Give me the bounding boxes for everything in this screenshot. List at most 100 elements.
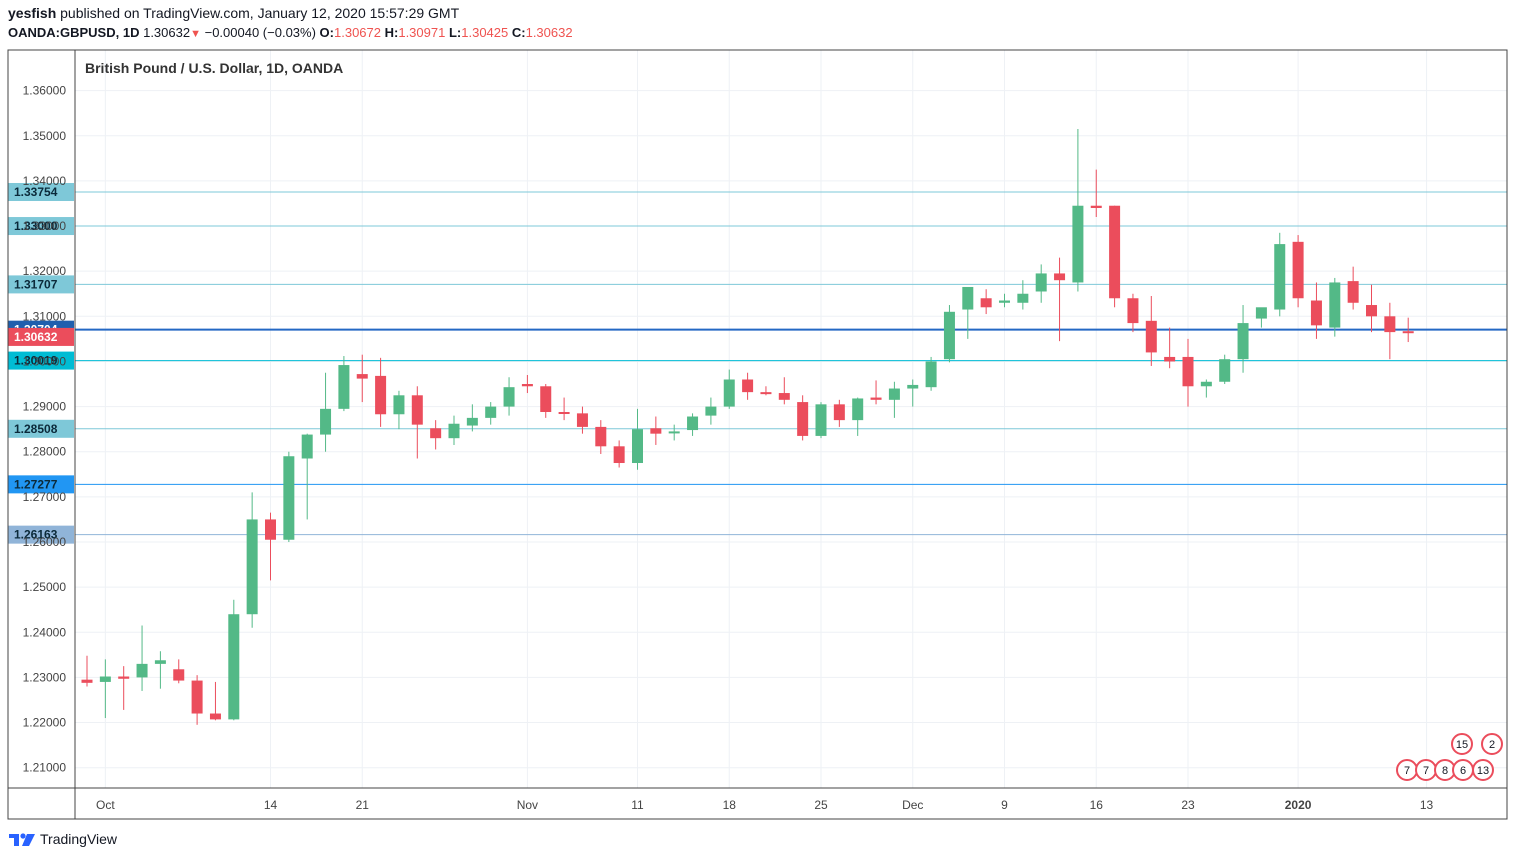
publish-info: yesfish published on TradingView.com, Ja…	[8, 5, 459, 21]
candle	[356, 354, 368, 403]
open-value: 1.30672	[334, 25, 381, 40]
x-tick-label: 13	[1420, 798, 1434, 812]
candle	[815, 402, 827, 439]
open-label: O:	[319, 25, 334, 40]
low-label: L:	[448, 25, 462, 40]
y-tick-label: 1.35000	[23, 129, 67, 143]
published-text: published on TradingView.com, January 12…	[60, 5, 460, 21]
y-tick-label: 1.23000	[23, 670, 67, 684]
author-name[interactable]: yesfish	[8, 5, 57, 21]
price-level-tag: 1.28508	[8, 419, 74, 438]
candle	[1072, 128, 1084, 292]
svg-text:2: 2	[1489, 739, 1495, 751]
price-level-tag: 1.26163	[8, 525, 74, 544]
x-tick-label: 16	[1090, 798, 1104, 812]
high-label: H:	[384, 25, 399, 40]
y-tick-label: 1.33000	[23, 219, 67, 233]
event-badge[interactable]: 2	[1481, 733, 1503, 755]
event-badge[interactable]: 7	[1396, 759, 1418, 781]
x-tick-label: 25	[814, 798, 828, 812]
candle	[705, 397, 717, 425]
price-change: −0.00040 (−0.03%)	[204, 25, 316, 40]
last-price-tag: 1.30632	[8, 327, 74, 346]
candle	[136, 625, 148, 691]
candle	[613, 440, 625, 468]
svg-text:1.33000: 1.33000	[14, 219, 58, 233]
candle	[228, 599, 240, 721]
price-level-tag: 1.27277	[8, 475, 74, 494]
y-tick-label: 1.34000	[23, 174, 67, 188]
candle	[576, 406, 588, 434]
candle	[81, 655, 93, 687]
candle	[1292, 235, 1304, 308]
candle	[1329, 277, 1341, 337]
candle	[466, 404, 478, 432]
candle	[485, 402, 497, 425]
x-tick-label: 9	[1001, 798, 1008, 812]
close-value: 1.30632	[525, 25, 573, 40]
y-tick-label: 1.22000	[23, 716, 67, 730]
x-tick-label: 2020	[1285, 798, 1312, 812]
candle	[265, 512, 276, 581]
candle	[1384, 302, 1396, 360]
chart-title: British Pound / U.S. Dollar, 1D, OANDA	[85, 60, 343, 76]
candle	[668, 424, 680, 441]
svg-text:1.31707: 1.31707	[14, 277, 58, 291]
candle	[411, 386, 423, 459]
y-tick-label: 1.24000	[23, 625, 67, 639]
chart-frame	[7, 49, 1508, 820]
candle	[1127, 293, 1139, 333]
candle	[723, 369, 735, 409]
x-tick-label: 21	[356, 798, 370, 812]
horizontal-levels: 1.33754 1.33000 1.31707 1.30019 1.28508 1.272…	[8, 183, 1507, 544]
svg-text:1.28508: 1.28508	[14, 422, 58, 436]
x-tick-label: Oct	[96, 798, 115, 812]
svg-text:1.30019: 1.30019	[14, 354, 58, 368]
grid	[75, 50, 1507, 788]
candle	[852, 397, 864, 436]
candle	[1347, 266, 1359, 310]
svg-text:6: 6	[1460, 765, 1466, 777]
candle	[430, 420, 442, 450]
candle	[173, 659, 185, 684]
x-tick-label: Dec	[902, 798, 923, 812]
x-tick-label: 11	[631, 798, 644, 812]
candle	[925, 356, 937, 391]
x-tick-label: Nov	[517, 798, 538, 812]
y-tick-label: 1.27000	[23, 490, 67, 504]
y-tick-label: 1.21000	[23, 761, 67, 775]
price-level-tag: 1.33754	[8, 183, 74, 202]
svg-text:1.26163: 1.26163	[14, 528, 58, 542]
candle	[246, 492, 258, 628]
candle	[1219, 354, 1231, 385]
low-value: 1.30425	[461, 25, 509, 40]
event-badge[interactable]: 7	[1415, 759, 1437, 781]
candle	[521, 374, 533, 394]
symbol-info-line: OANDA:GBPUSD, 1D 1.30632▼ −0.00040 (−0.0…	[8, 25, 573, 40]
candle	[797, 395, 809, 441]
candle	[742, 372, 754, 400]
candle	[1366, 284, 1377, 333]
event-badge[interactable]: 13	[1472, 759, 1494, 781]
candle	[1054, 257, 1066, 342]
svg-text:1.30632: 1.30632	[14, 330, 58, 344]
event-badge[interactable]: 15	[1451, 733, 1473, 755]
svg-text:1.27277: 1.27277	[14, 477, 58, 491]
symbol-name[interactable]: OANDA:GBPUSD, 1D	[8, 25, 140, 40]
candle	[687, 413, 699, 436]
candle	[1017, 280, 1029, 310]
candle	[301, 433, 313, 520]
brand-name[interactable]: TradingView	[40, 831, 118, 847]
y-tick-label: 1.26000	[23, 535, 67, 549]
candle	[320, 372, 332, 452]
svg-text:8: 8	[1442, 765, 1448, 777]
candle	[283, 451, 295, 542]
tradingview-logo-icon	[9, 833, 35, 846]
footer-brand: TradingView	[8, 830, 117, 848]
candle	[191, 675, 203, 725]
y-tick-label: 1.30000	[23, 354, 67, 368]
candle	[650, 416, 662, 445]
event-badge[interactable]: 6	[1452, 759, 1474, 781]
candle	[632, 408, 643, 470]
